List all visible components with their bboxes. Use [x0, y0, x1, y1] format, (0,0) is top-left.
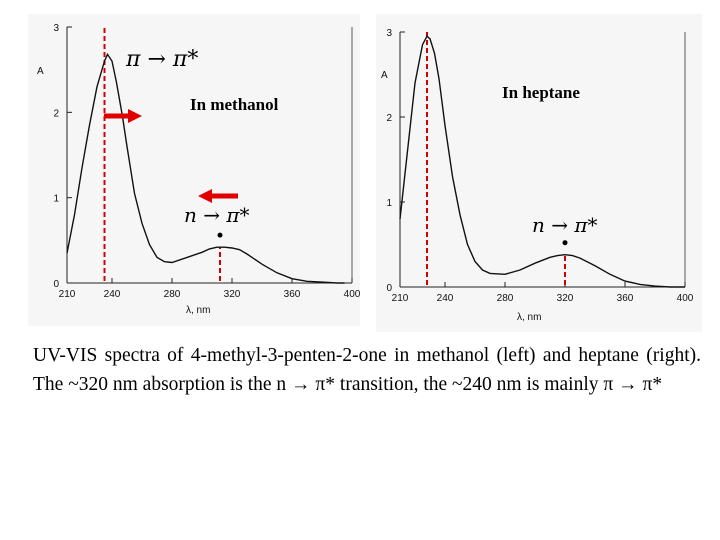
x-tick-label: 210 — [392, 293, 409, 304]
left-shift-arrow — [198, 189, 238, 203]
x-tick-label: 400 — [677, 293, 694, 304]
y-tick-label: 0 — [386, 283, 392, 294]
solvent-label: In heptane — [502, 83, 580, 102]
y-tick-label: 3 — [386, 28, 392, 39]
y-axis-label: A — [381, 70, 388, 81]
x-tick-label: 210 — [59, 289, 76, 300]
x-tick-label: 360 — [284, 289, 301, 300]
n-pi-star-label: n → π* — [184, 203, 250, 227]
x-axis-label: λ, nm — [517, 312, 541, 323]
n-pi-star-label: n → π* — [532, 213, 598, 237]
arrow-head-left-icon — [198, 189, 212, 203]
x-tick-label: 240 — [437, 293, 454, 304]
y-tick-label: 2 — [53, 108, 59, 119]
plot-background — [376, 14, 702, 332]
solvent-label: In methanol — [190, 95, 279, 114]
x-tick-label: 280 — [497, 293, 514, 304]
arrow-tip-dot — [217, 232, 223, 238]
y-tick-label: 2 — [386, 113, 392, 124]
methanol-spectrum-panel: 0 1 2 3 210 240 280 320 360 400 A λ, nm In metha… — [28, 14, 361, 326]
absorbance-curve — [399, 35, 685, 288]
x-tick-label: 400 — [344, 289, 361, 300]
x-tick-label: 240 — [104, 289, 121, 300]
pi-pi-star-label: π → π* — [125, 47, 198, 72]
arrow-tip-dot — [562, 240, 568, 246]
y-tick-label: 0 — [53, 279, 59, 290]
arrow-head-right-icon — [128, 109, 142, 123]
y-tick-label: 3 — [53, 23, 59, 34]
x-tick-label: 360 — [617, 293, 634, 304]
x-tick-label: 320 — [224, 289, 241, 300]
right-shift-arrow — [104, 109, 142, 123]
absorbance-curve — [66, 52, 345, 284]
figure-caption: UV-VIS spectra of 4-methyl-3-penten-2-on… — [33, 345, 701, 395]
x-tick-label: 320 — [557, 293, 574, 304]
x-axis-label: λ, nm — [186, 305, 210, 316]
heptane-spectrum-panel: 0 1 2 3 210 240 280 320 360 400 A λ, nm In hepta… — [376, 14, 702, 332]
plot-background — [28, 14, 360, 326]
x-tick-label: 280 — [164, 289, 181, 300]
y-tick-label: 1 — [386, 198, 392, 209]
y-tick-label: 1 — [53, 194, 59, 205]
y-axis-label: A — [37, 66, 44, 77]
